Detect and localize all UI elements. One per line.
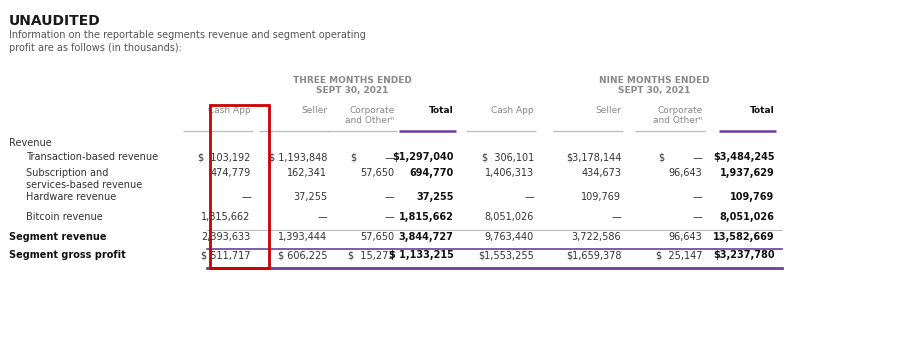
Text: 9,763,440: 9,763,440 xyxy=(485,232,534,242)
Text: $         —: $ — xyxy=(658,152,703,162)
Text: Total: Total xyxy=(429,106,454,115)
Text: Seller: Seller xyxy=(301,106,327,115)
Text: Revenue: Revenue xyxy=(9,138,52,148)
Text: —: — xyxy=(241,192,251,202)
Text: 1,815,662: 1,815,662 xyxy=(201,212,251,222)
Text: Segment gross profit: Segment gross profit xyxy=(9,250,126,260)
Text: 37,255: 37,255 xyxy=(416,192,454,202)
Text: Seller: Seller xyxy=(596,106,621,115)
Text: $  25,147: $ 25,147 xyxy=(656,250,703,260)
Text: Hardware revenue: Hardware revenue xyxy=(26,192,116,202)
Text: 3,844,727: 3,844,727 xyxy=(398,232,454,242)
Text: 57,650: 57,650 xyxy=(361,168,395,178)
Text: —: — xyxy=(524,192,534,202)
Text: NINE MONTHS ENDED
SEPT 30, 2021: NINE MONTHS ENDED SEPT 30, 2021 xyxy=(599,76,709,95)
Text: $ 606,225: $ 606,225 xyxy=(278,250,327,260)
Text: Bitcoin revenue: Bitcoin revenue xyxy=(26,212,102,222)
Text: 162,341: 162,341 xyxy=(288,168,327,178)
Text: $ 1,193,848: $ 1,193,848 xyxy=(269,152,327,162)
Text: $ 511,717: $ 511,717 xyxy=(201,250,251,260)
Text: $1,659,378: $1,659,378 xyxy=(566,250,621,260)
Text: Cash App: Cash App xyxy=(491,106,534,115)
Text: 474,779: 474,779 xyxy=(210,168,251,178)
Text: Segment revenue: Segment revenue xyxy=(9,232,107,242)
Text: Information on the reportable segments revenue and segment operating
profit are : Information on the reportable segments r… xyxy=(9,30,366,53)
Text: —: — xyxy=(611,212,621,222)
Text: Corporate
and Otherⁿ: Corporate and Otherⁿ xyxy=(654,106,703,125)
Text: Subscription and
services-based revenue: Subscription and services-based revenue xyxy=(26,168,142,190)
Bar xyxy=(210,105,269,268)
Text: $3,178,144: $3,178,144 xyxy=(566,152,621,162)
Text: Total: Total xyxy=(750,106,774,115)
Text: $1,297,040: $1,297,040 xyxy=(392,152,454,162)
Text: 57,650: 57,650 xyxy=(361,232,395,242)
Text: 96,643: 96,643 xyxy=(668,168,703,178)
Text: Transaction-based revenue: Transaction-based revenue xyxy=(26,152,158,162)
Text: 13,582,669: 13,582,669 xyxy=(713,232,774,242)
Text: 109,769: 109,769 xyxy=(730,192,774,202)
Text: Cash App: Cash App xyxy=(208,106,251,115)
Text: —: — xyxy=(384,192,395,202)
Text: $  15,273: $ 15,273 xyxy=(349,250,395,260)
Text: $3,484,245: $3,484,245 xyxy=(713,152,774,162)
Text: 1,815,662: 1,815,662 xyxy=(398,212,454,222)
Text: UNAUDITED: UNAUDITED xyxy=(9,14,101,28)
Text: 3,722,586: 3,722,586 xyxy=(572,232,621,242)
Text: 434,673: 434,673 xyxy=(582,168,621,178)
Text: —: — xyxy=(692,212,703,222)
Text: $         —: $ — xyxy=(350,152,395,162)
Text: Corporate
and Otherⁿ: Corporate and Otherⁿ xyxy=(346,106,395,125)
Text: —: — xyxy=(692,192,703,202)
Text: 109,769: 109,769 xyxy=(582,192,621,202)
Text: $3,237,780: $3,237,780 xyxy=(713,250,774,260)
Text: 8,051,026: 8,051,026 xyxy=(484,212,534,222)
Text: 96,643: 96,643 xyxy=(668,232,703,242)
Text: $ 1,133,215: $ 1,133,215 xyxy=(389,250,454,260)
Text: 2,393,633: 2,393,633 xyxy=(202,232,251,242)
Text: 1,393,444: 1,393,444 xyxy=(278,232,327,242)
Text: $  103,192: $ 103,192 xyxy=(198,152,251,162)
Text: 8,051,026: 8,051,026 xyxy=(719,212,774,222)
Text: 37,255: 37,255 xyxy=(293,192,327,202)
Text: 1,937,629: 1,937,629 xyxy=(720,168,774,178)
Text: 1,406,313: 1,406,313 xyxy=(485,168,534,178)
Text: —: — xyxy=(317,212,327,222)
Text: 694,770: 694,770 xyxy=(409,168,454,178)
Text: —: — xyxy=(384,212,395,222)
Text: $  306,101: $ 306,101 xyxy=(481,152,534,162)
Text: THREE MONTHS ENDED
SEPT 30, 2021: THREE MONTHS ENDED SEPT 30, 2021 xyxy=(293,76,411,95)
Text: $1,553,255: $1,553,255 xyxy=(478,250,534,260)
